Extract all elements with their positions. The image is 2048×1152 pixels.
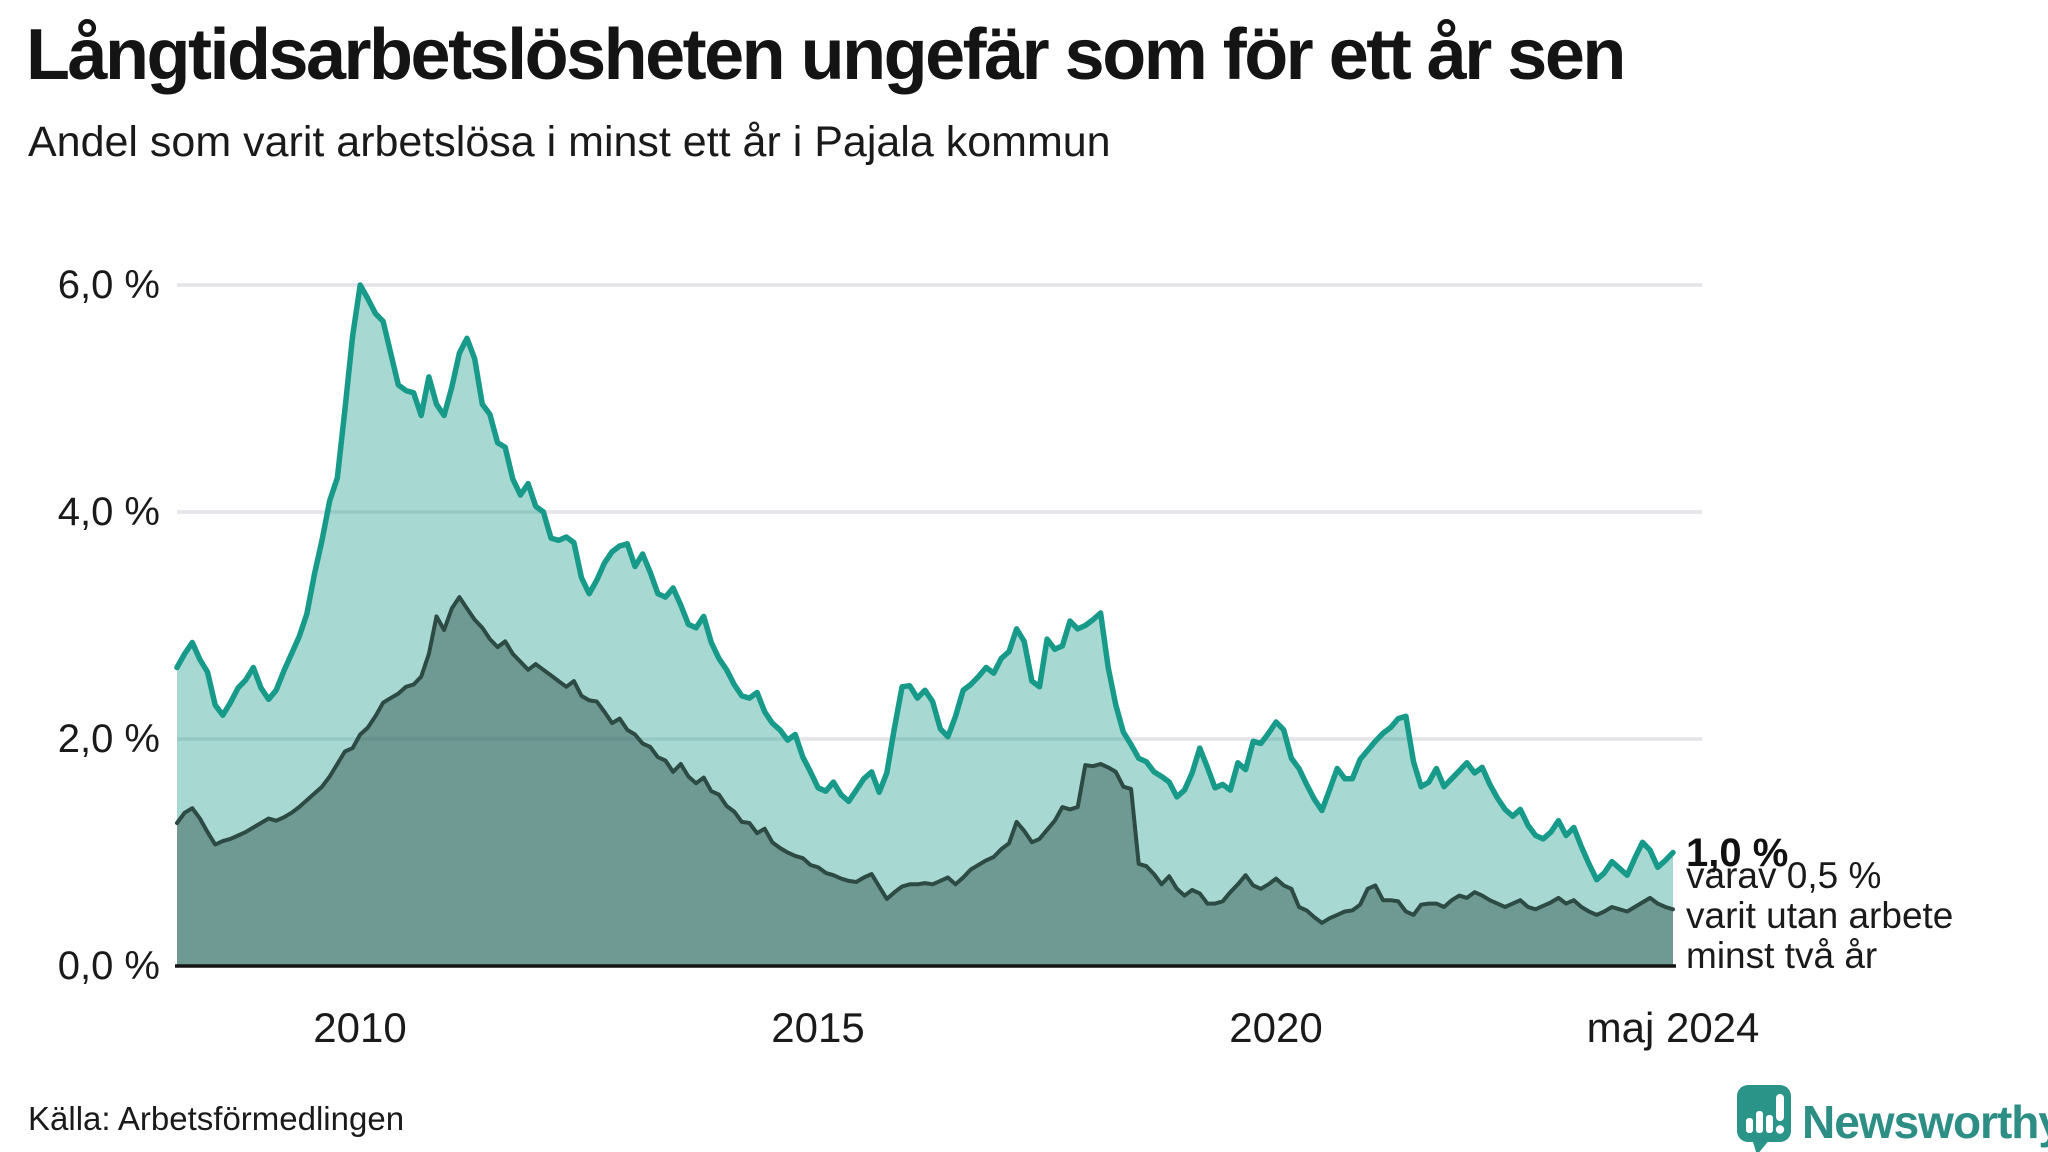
newsworthy-logo: Newsworthy xyxy=(1736,1082,2048,1152)
series-area-minst-tva-ar xyxy=(177,597,1673,966)
source-note: Källa: Arbetsförmedlingen xyxy=(28,1100,405,1137)
x-tick-label: 2015 xyxy=(771,1004,865,1051)
series-line-minst-ett-ar xyxy=(174,282,1676,883)
y-tick-label: 2,0 % xyxy=(57,717,160,761)
newsworthy-bubble-chart-icon xyxy=(1736,1082,1794,1152)
newsworthy-wordmark: Newsworthy xyxy=(1802,1095,2048,1148)
page-title: Långtidsarbetslösheten ungefär som för e… xyxy=(26,15,1626,95)
x-tick-label: 2020 xyxy=(1229,1004,1323,1051)
series-line-minst-tva-ar xyxy=(175,595,1675,925)
series-area-minst-ett-ar xyxy=(177,285,1673,966)
annotation-line: varit utan arbete xyxy=(1686,895,1954,936)
chart-subtitle: Andel som varit arbetslösa i minst ett å… xyxy=(28,118,1111,166)
y-tick-label: 6,0 % xyxy=(57,263,160,307)
secondary-series-annotation: varav 0,5 % varit utan arbete minst två … xyxy=(1686,856,1953,976)
x-tick-label: maj 2024 xyxy=(1586,1004,1760,1051)
annotation-line: varav 0,5 % xyxy=(1686,855,1882,896)
y-tick-label: 4,0 % xyxy=(57,490,160,534)
y-tick-label: 0,0 % xyxy=(57,944,160,988)
latest-value-label: 1,0 % xyxy=(1686,831,1789,875)
annotation-line: minst två år xyxy=(1686,935,1878,976)
x-tick-label: 2010 xyxy=(313,1004,407,1051)
